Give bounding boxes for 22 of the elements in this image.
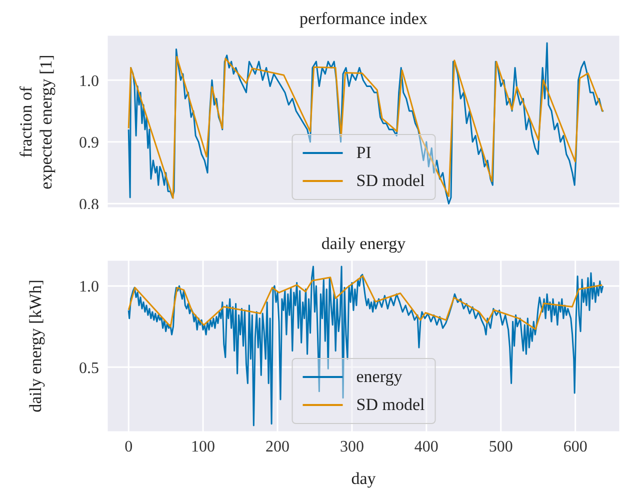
x-tick-label: 300: [340, 438, 364, 456]
legend-label: SD model: [356, 171, 425, 191]
x-tick-label: 0: [124, 438, 133, 456]
y-tick-label: 1.0: [79, 278, 99, 296]
x-tick-label: 500: [488, 438, 513, 456]
x-tick-label: 600: [563, 438, 588, 456]
y-tick-label: 0.5: [79, 360, 99, 377]
line-series: [128, 266, 604, 426]
legend-label: PI: [356, 143, 372, 163]
legend-label: SD model: [356, 395, 425, 415]
line-series: [128, 275, 603, 330]
chart-title: daily energy: [320, 234, 407, 254]
y-axis-title: daily energy [kWh]: [25, 278, 46, 414]
x-axis-title: day: [351, 469, 376, 488]
chart-title: performance index: [298, 9, 428, 29]
legend-label: energy: [356, 367, 402, 387]
y-tick-label: 0.9: [79, 134, 99, 152]
x-tick-label: 200: [266, 438, 290, 456]
x-tick-label: 400: [414, 438, 438, 456]
y-axis-title: fraction of expected energy [1]: [15, 53, 56, 191]
x-tick-label: 100: [191, 438, 216, 456]
y-tick-label: 1.0: [79, 72, 99, 90]
